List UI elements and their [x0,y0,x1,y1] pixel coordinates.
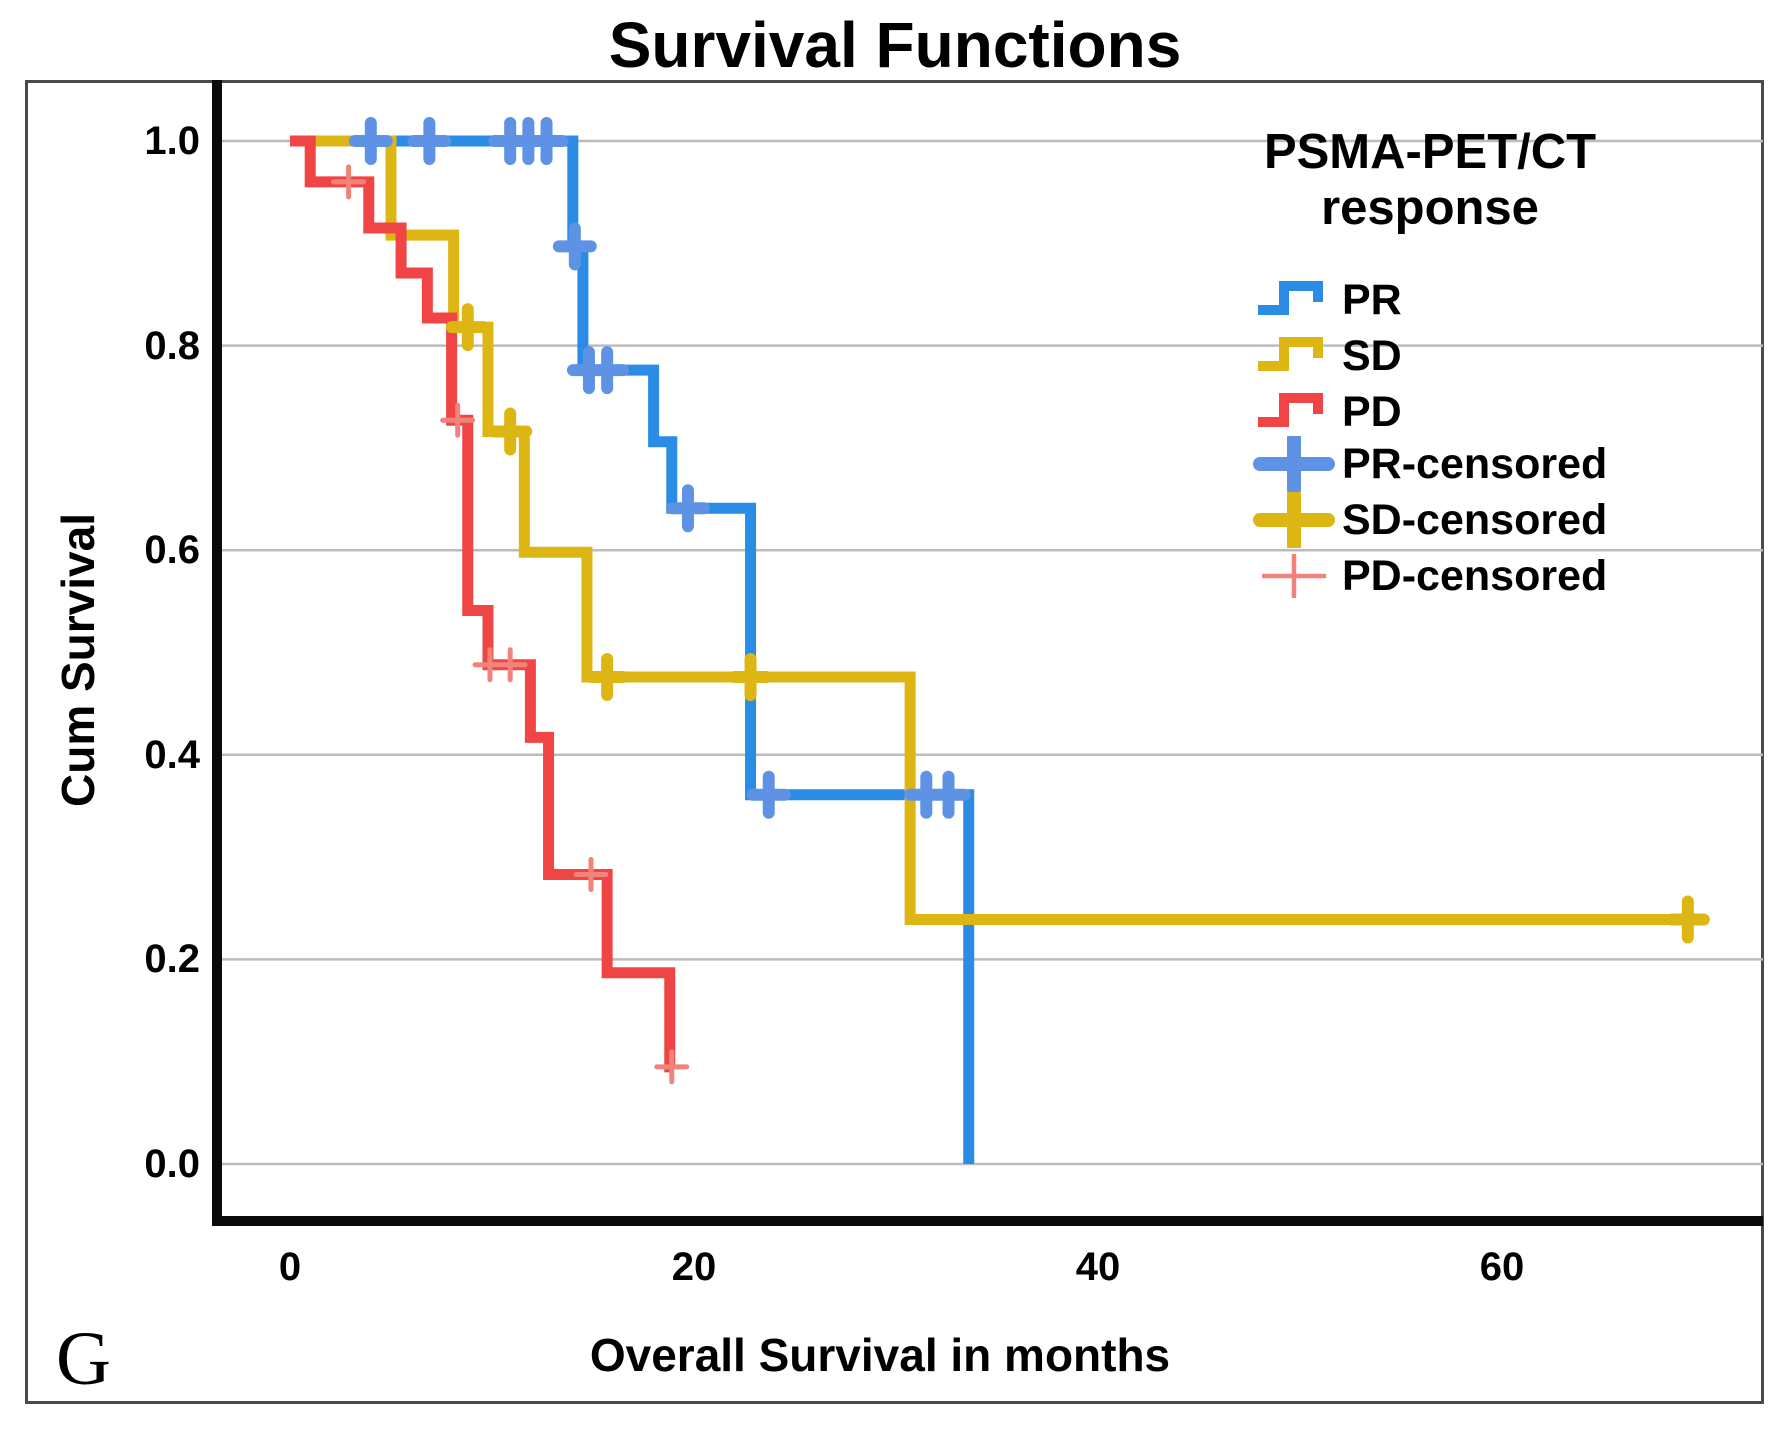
step-line-icon [1258,393,1323,427]
panel-label: G [56,1317,111,1401]
legend-item-label: SD-censored [1342,496,1608,544]
x-tick-label: 40 [1075,1245,1121,1289]
x-tick-label: 60 [1479,1245,1525,1289]
figure-border [25,80,1764,1404]
legend-title-line2: response [1321,181,1539,235]
y-tick-label: 0.0 [144,1142,200,1186]
censor-marks-sd [445,303,1710,944]
legend-item-label: SD [1342,332,1402,380]
censored-plus-icon [1253,436,1335,492]
x-tick-label: 20 [671,1245,717,1289]
legend-item-label: PR [1342,276,1402,324]
censored-thin-plus-icon [1262,554,1326,598]
legend-item-pd: PD [1252,384,1402,440]
chart-title: Survival Functions [608,9,1182,81]
y-tick-label: 0.6 [144,528,200,573]
censor-marks-pr [348,117,971,819]
y-tick-label: 0.8 [144,323,200,368]
step-line-icon [1258,337,1323,371]
legend-item-label: PD [1342,388,1402,436]
legend-item-label: PD-censored [1342,552,1608,600]
survival-curve-pd [290,135,676,1073]
x-tick-label: 0 [278,1245,302,1289]
x-axis-title: Overall Survival in months [589,1329,1171,1381]
legend-item-pr-censored: PR-censored [1252,436,1607,492]
legend-item-pd-censored: PD-censored [1252,548,1607,604]
survival-curve-pr [290,135,975,1164]
legend-title-line1: PSMA-PET/CT [1263,125,1597,179]
legend-item-label: PR-censored [1342,440,1608,488]
x-axis-line [212,1216,1763,1226]
censored-plus-icon [1253,492,1335,548]
step-line-icon [1258,281,1323,315]
legend-title: PSMA-PET/CT response [1150,124,1710,236]
censor-marks-pd [331,164,690,1085]
legend-item-sd: SD [1252,328,1402,384]
y-tick-label: 0.4 [144,732,200,777]
legend-item-pr: PR [1252,272,1402,328]
y-tick-label: 0.2 [144,937,200,982]
y-axis-line [212,80,222,1226]
legend-item-sd-censored: SD-censored [1252,492,1607,548]
y-tick-label: 1.0 [144,119,200,163]
